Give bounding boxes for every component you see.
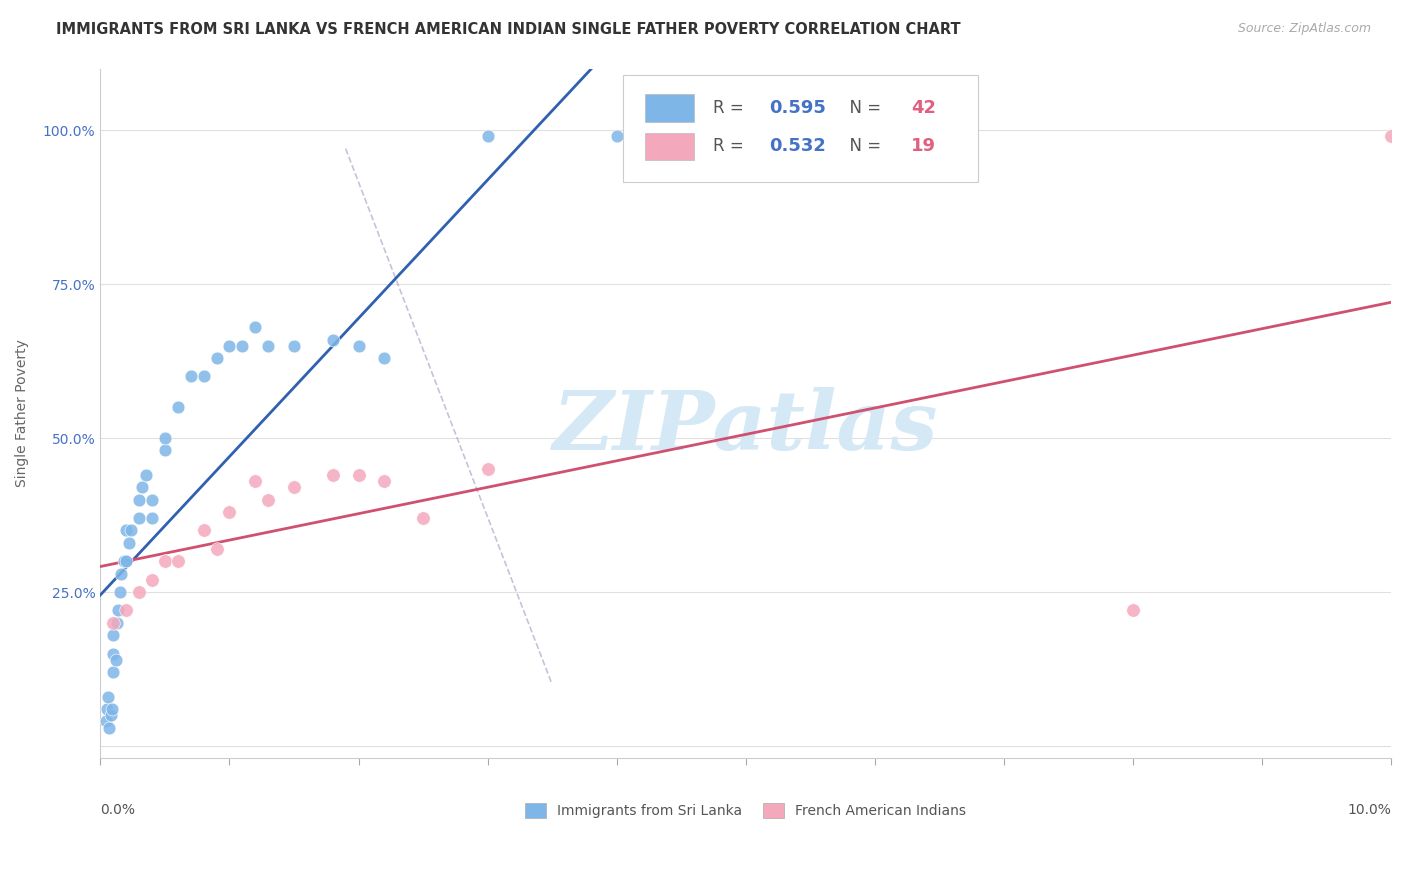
Point bbox=[128, 492, 150, 507]
Point bbox=[477, 129, 499, 144]
Text: R =: R = bbox=[713, 99, 749, 117]
FancyBboxPatch shape bbox=[645, 94, 695, 121]
Point bbox=[128, 511, 150, 525]
Point bbox=[205, 351, 228, 365]
Point bbox=[94, 714, 117, 729]
Point bbox=[347, 468, 370, 483]
Point bbox=[477, 462, 499, 476]
Point bbox=[257, 492, 280, 507]
Point bbox=[166, 554, 188, 568]
Point bbox=[283, 339, 305, 353]
Point bbox=[218, 339, 240, 353]
Point bbox=[373, 351, 395, 365]
Text: 19: 19 bbox=[911, 137, 936, 155]
Point bbox=[110, 566, 132, 581]
Point bbox=[283, 480, 305, 494]
Point bbox=[118, 535, 141, 549]
Y-axis label: Single Father Poverty: Single Father Poverty bbox=[15, 340, 30, 487]
Point bbox=[205, 541, 228, 556]
Text: Source: ZipAtlas.com: Source: ZipAtlas.com bbox=[1237, 22, 1371, 36]
Point bbox=[107, 603, 129, 617]
Point bbox=[257, 339, 280, 353]
Text: 10.0%: 10.0% bbox=[1347, 803, 1391, 817]
Point bbox=[135, 468, 157, 483]
Point bbox=[322, 333, 344, 347]
Point bbox=[322, 468, 344, 483]
Point bbox=[180, 369, 202, 384]
Point bbox=[412, 511, 434, 525]
Point bbox=[153, 431, 176, 445]
Point bbox=[153, 554, 176, 568]
Point bbox=[1122, 603, 1144, 617]
Point bbox=[100, 708, 122, 723]
Text: 0.595: 0.595 bbox=[769, 99, 825, 117]
Point bbox=[101, 702, 124, 716]
Point bbox=[141, 492, 163, 507]
Point bbox=[115, 603, 138, 617]
Point bbox=[347, 339, 370, 353]
FancyBboxPatch shape bbox=[645, 133, 695, 161]
Text: N =: N = bbox=[838, 99, 886, 117]
Point bbox=[103, 647, 125, 661]
Point bbox=[105, 615, 128, 630]
Text: 0.532: 0.532 bbox=[769, 137, 825, 155]
Point bbox=[606, 129, 628, 144]
Text: N =: N = bbox=[838, 137, 886, 155]
Point bbox=[153, 443, 176, 458]
Text: 42: 42 bbox=[911, 99, 936, 117]
Point bbox=[193, 369, 215, 384]
Point bbox=[619, 142, 641, 156]
Point bbox=[103, 665, 125, 679]
Point bbox=[128, 585, 150, 599]
Text: IMMIGRANTS FROM SRI LANKA VS FRENCH AMERICAN INDIAN SINGLE FATHER POVERTY CORREL: IMMIGRANTS FROM SRI LANKA VS FRENCH AMER… bbox=[56, 22, 960, 37]
Point bbox=[115, 524, 138, 538]
Text: R =: R = bbox=[713, 137, 749, 155]
Point bbox=[373, 474, 395, 488]
Point bbox=[120, 524, 142, 538]
Point bbox=[97, 690, 120, 704]
Point bbox=[193, 524, 215, 538]
Point bbox=[231, 339, 253, 353]
Legend: Immigrants from Sri Lanka, French American Indians: Immigrants from Sri Lanka, French Americ… bbox=[520, 797, 972, 824]
Point bbox=[245, 320, 267, 334]
Point bbox=[98, 721, 121, 735]
Point bbox=[96, 702, 118, 716]
Point bbox=[131, 480, 153, 494]
Point bbox=[141, 511, 163, 525]
Point bbox=[166, 401, 188, 415]
Point bbox=[104, 653, 127, 667]
Text: 0.0%: 0.0% bbox=[100, 803, 135, 817]
Point bbox=[103, 628, 125, 642]
Point bbox=[141, 573, 163, 587]
Text: ZIPatlas: ZIPatlas bbox=[553, 387, 938, 467]
Point bbox=[245, 474, 267, 488]
Point bbox=[112, 554, 135, 568]
Point bbox=[218, 505, 240, 519]
Point bbox=[103, 615, 125, 630]
Point bbox=[1379, 129, 1402, 144]
Point bbox=[115, 554, 138, 568]
Point bbox=[108, 585, 131, 599]
FancyBboxPatch shape bbox=[623, 76, 979, 182]
